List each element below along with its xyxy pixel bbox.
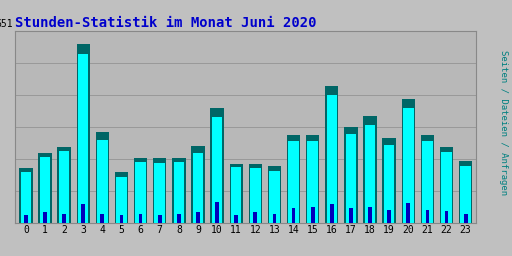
Bar <box>249 164 262 223</box>
Bar <box>116 177 126 223</box>
Text: Stunden-Statistik im Monat Juni 2020: Stunden-Statistik im Monat Juni 2020 <box>15 16 317 29</box>
Bar <box>444 211 449 223</box>
Text: 651: 651 <box>0 19 13 29</box>
Bar <box>460 166 471 223</box>
Bar <box>425 210 429 223</box>
Bar <box>403 108 414 223</box>
Bar <box>364 116 377 223</box>
Bar <box>327 95 337 223</box>
Bar <box>97 141 108 223</box>
Bar <box>459 161 473 223</box>
Bar <box>268 166 281 223</box>
Bar <box>139 214 142 223</box>
Bar <box>344 127 357 223</box>
Bar <box>407 203 410 223</box>
Bar <box>210 108 224 223</box>
Bar <box>174 162 184 223</box>
Bar <box>401 99 415 223</box>
Bar <box>292 208 295 223</box>
Bar <box>193 153 203 223</box>
Bar <box>77 44 90 223</box>
Bar <box>306 135 319 223</box>
Bar <box>231 167 242 223</box>
Bar <box>191 146 205 223</box>
Bar <box>38 153 52 223</box>
Bar <box>250 168 261 223</box>
Bar <box>172 158 185 223</box>
Bar <box>153 158 166 223</box>
Bar <box>100 214 104 223</box>
Bar <box>346 134 356 223</box>
Bar <box>349 208 353 223</box>
Bar <box>40 157 50 223</box>
Bar <box>62 214 66 223</box>
Bar <box>57 147 71 223</box>
Bar <box>287 135 300 223</box>
Bar <box>330 204 334 223</box>
Bar <box>120 215 123 223</box>
Bar <box>59 151 69 223</box>
Bar <box>311 207 314 223</box>
Bar <box>158 215 162 223</box>
Bar <box>440 147 453 223</box>
Text: Seiten / Dateien / Anfragen: Seiten / Dateien / Anfragen <box>499 50 508 195</box>
Bar <box>422 141 433 223</box>
Bar <box>78 54 89 223</box>
Bar <box>215 202 219 223</box>
Bar <box>368 207 372 223</box>
Bar <box>134 158 147 223</box>
Bar <box>19 168 33 223</box>
Bar <box>269 171 280 223</box>
Bar <box>115 172 128 223</box>
Bar <box>384 145 394 223</box>
Bar <box>387 210 391 223</box>
Bar <box>272 214 276 223</box>
Bar <box>81 204 85 223</box>
Bar <box>43 212 47 223</box>
Bar <box>365 125 375 223</box>
Bar <box>212 117 222 223</box>
Bar <box>441 152 452 223</box>
Bar <box>382 138 396 223</box>
Bar <box>196 212 200 223</box>
Bar <box>24 215 28 223</box>
Bar <box>325 86 338 223</box>
Bar <box>253 212 257 223</box>
Bar <box>135 162 146 223</box>
Bar <box>308 141 318 223</box>
Bar <box>464 214 467 223</box>
Bar <box>421 135 434 223</box>
Bar <box>234 215 238 223</box>
Bar <box>177 214 181 223</box>
Bar <box>229 164 243 223</box>
Bar <box>20 172 31 223</box>
Bar <box>155 163 165 223</box>
Bar <box>96 132 109 223</box>
Bar <box>288 141 299 223</box>
